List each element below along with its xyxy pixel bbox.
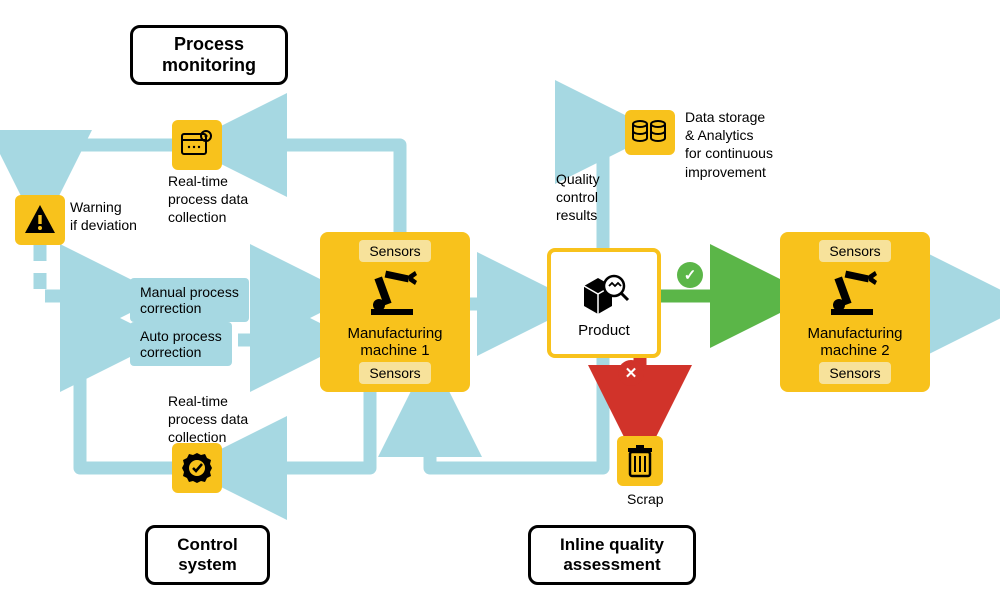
pass-badge: ✓ bbox=[677, 262, 703, 288]
auto-correction: Auto process correction bbox=[130, 322, 232, 366]
m1-sensor-bottom: Sensors bbox=[359, 362, 430, 384]
storage-icon-box bbox=[625, 110, 675, 155]
title-inline-quality-text: Inline quality assessment bbox=[560, 535, 664, 574]
label-warning: Warning if deviation bbox=[70, 198, 137, 234]
x-icon: ✕ bbox=[625, 364, 638, 382]
auto-correction-text: Auto process correction bbox=[140, 328, 222, 360]
m2-label: Manufacturing machine 2 bbox=[807, 325, 902, 359]
product-label: Product bbox=[578, 322, 630, 339]
title-process-monitoring: Process monitoring bbox=[130, 25, 288, 85]
robot-arm-icon bbox=[365, 265, 425, 317]
m2-sensor-top: Sensors bbox=[819, 240, 890, 262]
product-box: Product bbox=[547, 248, 661, 358]
label-storage: Data storage & Analytics for continuous … bbox=[685, 108, 773, 181]
monitoring-icon-box bbox=[172, 120, 222, 170]
product-inspect-icon bbox=[576, 268, 632, 318]
title-control-system: Control system bbox=[145, 525, 270, 585]
warning-icon-box bbox=[15, 195, 65, 245]
manual-correction: Manual process correction bbox=[130, 278, 249, 322]
control-icon-box bbox=[172, 443, 222, 493]
m1-label: Manufacturing machine 1 bbox=[347, 325, 442, 359]
m2-sensor-bottom: Sensors bbox=[819, 362, 890, 384]
arrow-m1-to-monitor bbox=[222, 145, 400, 232]
title-inline-quality: Inline quality assessment bbox=[528, 525, 696, 585]
title-control-system-text: Control system bbox=[177, 535, 237, 574]
label-scrap: Scrap bbox=[627, 490, 664, 508]
machine-2: Sensors Manufacturing machine 2 Sensors bbox=[780, 232, 930, 392]
machine-1: Sensors Manufacturing machine 1 Sensors bbox=[320, 232, 470, 392]
dashboard-gear-icon bbox=[179, 127, 215, 163]
fail-badge: ✕ bbox=[618, 360, 644, 386]
db-stacks-icon bbox=[630, 117, 670, 149]
label-realtime-top: Real-time process data collection bbox=[168, 172, 248, 227]
arrow-warning-to-manual bbox=[40, 245, 125, 296]
robot-arm-icon-2 bbox=[825, 265, 885, 317]
gear-check-icon bbox=[178, 449, 216, 487]
label-quality-results: Quality control results bbox=[556, 170, 600, 225]
title-process-monitoring-text: Process monitoring bbox=[162, 34, 256, 75]
check-icon: ✓ bbox=[684, 266, 697, 284]
manual-correction-text: Manual process correction bbox=[140, 284, 239, 316]
trash-icon bbox=[624, 442, 656, 480]
m1-sensor-top: Sensors bbox=[359, 240, 430, 262]
warning-icon bbox=[21, 201, 59, 239]
trash-icon-box bbox=[617, 436, 663, 486]
arrow-product-to-storage bbox=[603, 132, 620, 248]
arrow-monitor-to-warning bbox=[40, 145, 172, 195]
label-realtime-bottom: Real-time process data collection bbox=[168, 392, 248, 447]
